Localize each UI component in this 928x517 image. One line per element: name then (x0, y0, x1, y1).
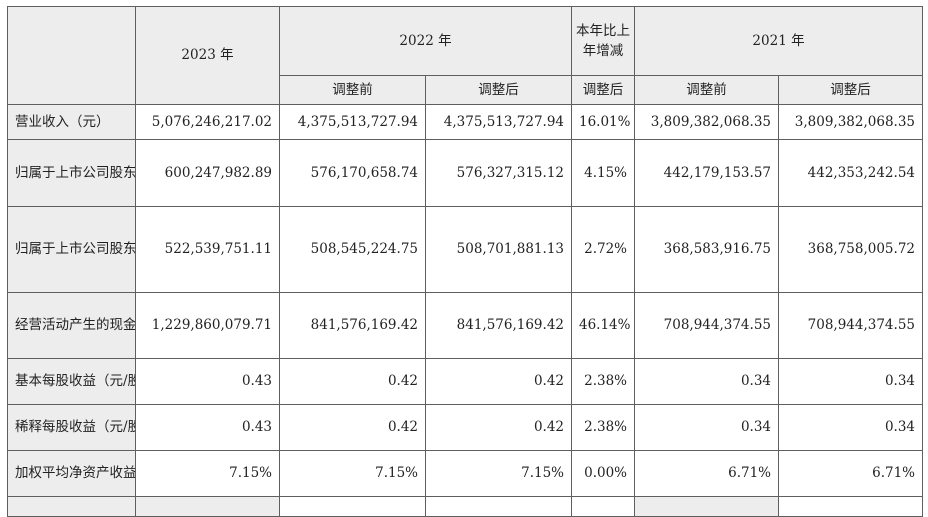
row-label-net-profit: 归属于上市公司股东的净利润（元） (7, 139, 136, 207)
cell-2022-after: 7.15% (425, 450, 572, 497)
row-label-operating-cash-flow: 经营活动产生的现金流量净额（元） (7, 292, 136, 359)
cell-2023: 7.15% (135, 450, 280, 497)
row-label-revenue: 营业收入（元） (7, 104, 136, 140)
header-year-2021: 2021 年 (634, 6, 923, 76)
cell-yoy: 4.15% (571, 139, 635, 207)
row-label-net-profit-deducted: 归属于上市公司股东的扣除非经常性损益的净利润（元） (7, 206, 136, 293)
cell-2022-before: 7.15% (279, 450, 426, 497)
header-row-2: 调整前 调整后 调整后 调整前 调整后 (8, 75, 923, 105)
cell-2021-before: 0.34 (634, 404, 779, 451)
row-label-weighted-roe: 加权平均净资产收益率 (7, 450, 136, 497)
cell-2021-before: 442,179,153.57 (634, 139, 779, 207)
header-year-2023: 2023 年 (135, 6, 280, 105)
cell-2021-after: 0.34 (778, 358, 923, 405)
cell-2022-before: 0.42 (279, 404, 426, 451)
table-row: 稀释每股收益（元/股） 0.43 0.42 0.42 2.38% 0.34 0.… (7, 404, 923, 451)
cell-2021-before: 3,809,382,068.35 (634, 104, 779, 140)
cell-2022-before: 508,545,224.75 (279, 206, 426, 293)
cell-2021-before: 0.34 (634, 358, 779, 405)
cell-2022-before: 576,170,658.74 (279, 139, 426, 207)
cell-2021-after: 708,944,374.55 (778, 292, 923, 359)
cell-2022-after: 0.42 (425, 358, 572, 405)
cell-2023: 1,229,860,079.71 (135, 292, 280, 359)
header-yoy-after-adjustment: 调整后 (571, 75, 635, 105)
header-2022-before-adjustment: 调整前 (279, 75, 426, 105)
cell-yoy: 2.38% (571, 404, 635, 451)
financial-summary-table: 2023 年 2022 年 本年比上年增减 2021 年 调整前 调整后 调整后… (7, 6, 923, 517)
table-row: 营业收入（元） 5,076,246,217.02 4,375,513,727.9… (7, 104, 923, 140)
row-label-basic-eps: 基本每股收益（元/股） (7, 358, 136, 405)
cell-2023: 0.43 (135, 404, 280, 451)
cell-2023: 522,539,751.11 (135, 206, 280, 293)
table-row: 基本每股收益（元/股） 0.43 0.42 0.42 2.38% 0.34 0.… (7, 358, 923, 405)
cell-2022-before: 0.42 (279, 358, 426, 405)
cell-2023: 600,247,982.89 (135, 139, 280, 207)
cell-2022-after: 841,576,169.42 (425, 292, 572, 359)
cell-2021-after: 442,353,242.54 (778, 139, 923, 207)
cell-2023: 0.43 (135, 358, 280, 405)
header-corner-cell (7, 6, 136, 105)
cell-2022-after: 576,327,315.12 (425, 139, 572, 207)
cell-yoy: 16.01% (571, 104, 635, 140)
cell-2022-after: 508,701,881.13 (425, 206, 572, 293)
cell-2022-after: 4,375,513,727.94 (425, 104, 572, 140)
cell-2022-before: 841,576,169.42 (279, 292, 426, 359)
row-label-diluted-eps: 稀释每股收益（元/股） (7, 404, 136, 451)
header-yoy-change: 本年比上年增减 (571, 6, 635, 76)
cell-2021-before: 368,583,916.75 (634, 206, 779, 293)
table-row: 加权平均净资产收益率 7.15% 7.15% 7.15% 0.00% 6.71%… (7, 450, 923, 497)
cell-2021-after: 368,758,005.72 (778, 206, 923, 293)
cell-yoy: 2.72% (571, 206, 635, 293)
cell-yoy: 46.14% (571, 292, 635, 359)
cell-yoy: 0.00% (571, 450, 635, 497)
cell-2022-after: 0.42 (425, 404, 572, 451)
table-row: 归属于上市公司股东的净利润（元） 600,247,982.89 576,170,… (7, 139, 923, 207)
cell-2022-before: 4,375,513,727.94 (279, 104, 426, 140)
table-row: 经营活动产生的现金流量净额（元） 1,229,860,079.71 841,57… (7, 292, 923, 359)
header-year-2022: 2022 年 (279, 6, 572, 76)
table-row: 归属于上市公司股东的扣除非经常性损益的净利润（元） 522,539,751.11… (7, 206, 923, 293)
cell-2021-after: 0.34 (778, 404, 923, 451)
financial-table-container: 2023 年 2022 年 本年比上年增减 2021 年 调整前 调整后 调整后… (7, 6, 923, 517)
cell-2021-after: 6.71% (778, 450, 923, 497)
cell-2021-before: 708,944,374.55 (634, 292, 779, 359)
cell-yoy: 2.38% (571, 358, 635, 405)
header-2022-after-adjustment: 调整后 (425, 75, 572, 105)
header-row-1: 2023 年 2022 年 本年比上年增减 2021 年 (7, 6, 923, 105)
header-2021-after-adjustment: 调整后 (778, 75, 923, 105)
header-2021-before-adjustment: 调整前 (634, 75, 779, 105)
cell-2021-before: 6.71% (634, 450, 779, 497)
cell-2023: 5,076,246,217.02 (135, 104, 280, 140)
cell-2021-after: 3,809,382,068.35 (778, 104, 923, 140)
